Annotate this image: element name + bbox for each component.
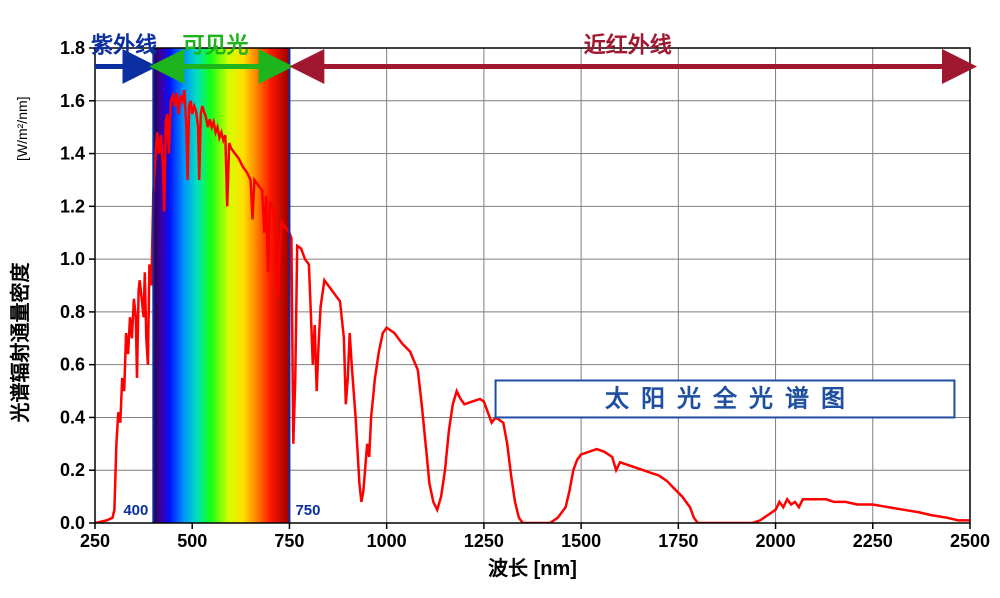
svg-text:1.8: 1.8 bbox=[60, 38, 85, 58]
plot-area: 400 750 bbox=[95, 48, 970, 523]
chart-title: 太阳光全光谱图 bbox=[605, 384, 857, 412]
svg-text:0.0: 0.0 bbox=[60, 513, 85, 533]
y-axis-unit: [W/m²/nm] bbox=[14, 96, 30, 161]
visible-spectrum-band bbox=[153, 48, 289, 523]
y-tick-labels: 0.0 0.2 0.4 0.6 0.8 1.0 1.2 1.4 1.6 1.8 bbox=[60, 38, 95, 533]
uv-label: 紫外线 bbox=[91, 32, 157, 57]
x-axis-title: 波长 [nm] bbox=[488, 557, 577, 580]
boundary-label-400: 400 bbox=[123, 502, 148, 519]
svg-text:1.2: 1.2 bbox=[60, 196, 85, 216]
y-axis-title: 光谱辐射通量密度 bbox=[8, 262, 32, 424]
svg-text:250: 250 bbox=[80, 531, 110, 551]
svg-text:0.2: 0.2 bbox=[60, 460, 85, 480]
svg-text:0.4: 0.4 bbox=[60, 407, 85, 427]
svg-text:500: 500 bbox=[177, 531, 207, 551]
vis-label: 可见光 bbox=[183, 32, 249, 57]
svg-text:1750: 1750 bbox=[658, 531, 698, 551]
svg-text:1250: 1250 bbox=[464, 531, 504, 551]
svg-text:1500: 1500 bbox=[561, 531, 601, 551]
svg-text:2500: 2500 bbox=[950, 531, 990, 551]
svg-text:750: 750 bbox=[274, 531, 304, 551]
svg-text:1.4: 1.4 bbox=[60, 144, 85, 164]
svg-text:1000: 1000 bbox=[367, 531, 407, 551]
svg-text:1.6: 1.6 bbox=[60, 91, 85, 111]
x-tick-labels: 250 500 750 1000 1250 1500 1750 2000 2250 2500 bbox=[80, 523, 990, 551]
svg-text:0.6: 0.6 bbox=[60, 355, 85, 375]
solar-spectrum-chart: 400 750 紫外线 可见光 近红外线 太阳光全光谱图 250 500 750 10… bbox=[0, 0, 1000, 598]
svg-text:2250: 2250 bbox=[853, 531, 893, 551]
svg-text:2000: 2000 bbox=[756, 531, 796, 551]
nir-label: 近红外线 bbox=[584, 32, 672, 57]
svg-text:0.8: 0.8 bbox=[60, 302, 85, 322]
boundary-label-750: 750 bbox=[295, 502, 320, 519]
svg-text:1.0: 1.0 bbox=[60, 249, 85, 269]
